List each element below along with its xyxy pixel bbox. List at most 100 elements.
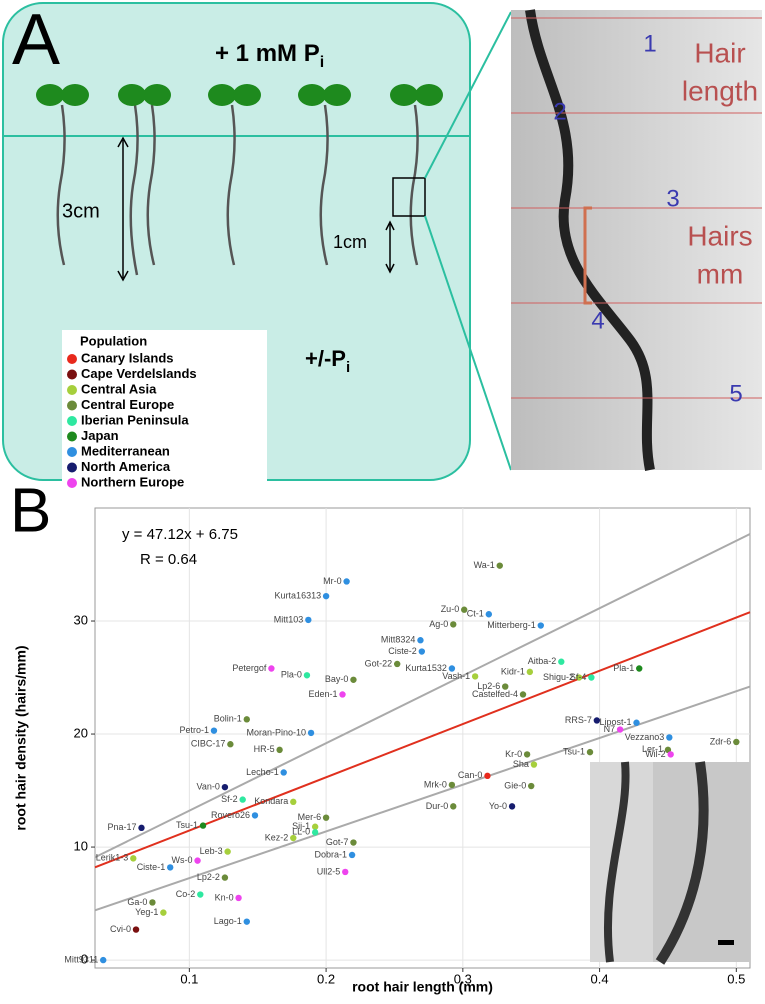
legend-title: Population [80,333,147,348]
point [502,683,509,690]
point-label: Castelfed-4 [472,689,518,699]
segment-number: 5 [729,380,742,407]
annotation: y = 47.12x + 6.75 [122,526,238,543]
point [100,956,107,964]
point-label: Ct-1 [467,609,484,619]
y-tick-label: 20 [74,725,88,740]
legend-swatch [67,369,77,380]
point [471,673,479,680]
point-label: Can-0 [458,770,483,780]
point [305,616,312,624]
x-axis-label: root hair length (mm) [352,979,493,995]
point [221,783,229,791]
legend-label: Cape Verdelslands [81,366,197,381]
point-label: HR-5 [254,744,275,754]
point-label: Leb-3 [200,846,223,856]
segment-number: 2 [553,98,566,125]
point [350,676,357,683]
point-label: Dur-0 [426,801,449,811]
point-label: RRS-7 [565,715,592,725]
legend [62,330,267,490]
point [303,672,311,679]
point [342,868,349,876]
point [235,894,242,902]
point-label: Dobra-1 [315,849,348,859]
point-label: Mitt103 [274,614,304,624]
point-label: Eden-1 [308,689,337,699]
x-tick-label: 0.1 [180,971,198,986]
point-label: Vash-1 [442,671,470,681]
point [526,668,534,676]
legend-label: Mediterranean [81,443,170,458]
legend-label: Central Europe [81,397,174,412]
point-label: Kurta1532 [405,663,447,673]
point-label: Lago-1 [214,916,242,926]
point [268,665,275,672]
point [636,665,643,672]
point [348,851,356,859]
point-label: Pla-0 [281,670,302,680]
annotation: R = 0.64 [140,551,197,568]
point-label: Bay-0 [325,674,349,684]
point-label: Ciste-1 [137,862,166,872]
legend-swatch [67,416,77,426]
legend-label: Japan [81,428,119,443]
point-label: Pna-17 [107,822,136,832]
point [523,751,531,758]
point [311,823,319,830]
segment-number: 3 [666,185,679,212]
point [210,727,218,734]
point [167,864,174,871]
point [586,748,594,756]
plants [56,104,419,276]
point-label: Yo-0 [489,801,507,811]
point [307,729,315,737]
point-label: Mitterberg-1 [487,620,536,630]
root [525,9,655,471]
point [575,674,583,681]
point [290,798,297,806]
point-label: Mer-6 [298,812,322,822]
point [224,848,231,855]
point [450,803,457,810]
point-label: Zdr-6 [710,736,732,746]
point-label: Ws-0 [172,855,193,865]
x-tick-label: 0.3 [454,971,472,986]
point-label: Got-22 [365,658,393,668]
point-label: Yeg-1 [135,907,158,917]
point-label: Ga-0 [127,897,147,907]
point-label: Kez-2 [265,832,289,842]
point-label: Lecho-1 [246,767,279,777]
point [733,738,740,746]
point [280,769,287,776]
panel-letter: A [12,0,60,80]
point [593,717,601,724]
point-label: Lp2-6 [477,681,500,691]
point [508,803,516,810]
point [394,660,401,668]
point [519,691,527,698]
scale-bar [718,940,734,945]
point [290,834,297,842]
point-label: Sij-1 [292,821,310,831]
legend-swatch [67,354,77,364]
arrows [117,136,395,282]
point [130,855,137,862]
legend-swatch [67,400,77,411]
point-label: Pla-1 [613,663,634,673]
point-label: Vezzano3 [625,732,665,742]
bracket [583,206,592,305]
point [138,824,145,832]
point-label: Ull2-5 [317,866,341,876]
photo-label: mm [697,258,744,289]
y-axis-label: root hair density (hairs/mm) [13,645,29,830]
point [616,726,624,733]
segment-number: 1 [643,30,656,57]
point [160,909,167,916]
point [243,716,250,723]
point-label: N7 [604,724,616,734]
point-label: Wa-1 [474,560,495,570]
point [461,606,468,613]
